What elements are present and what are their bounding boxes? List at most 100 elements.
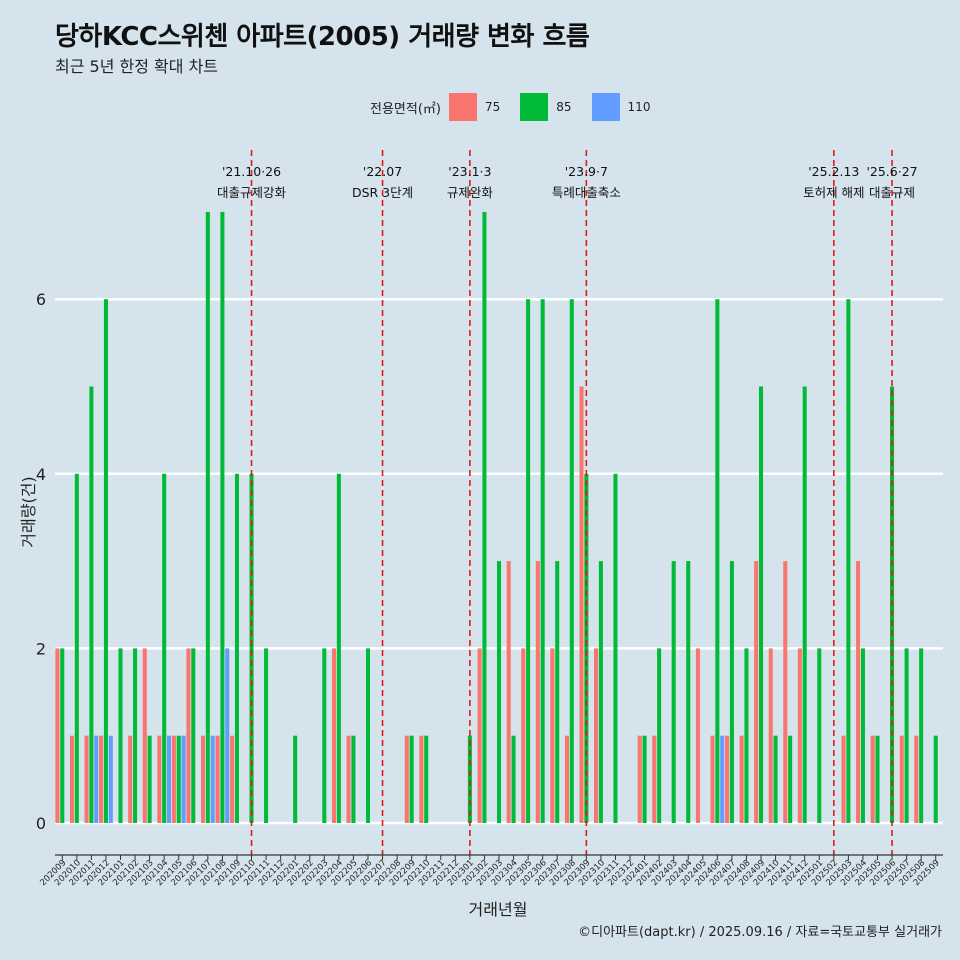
legend-item-110: 110 <box>591 93 651 121</box>
bar-202504-75 <box>856 561 861 823</box>
bar-202105-75 <box>171 735 176 823</box>
bar-202109-85 <box>234 473 239 823</box>
y-tick-label-0: 0 <box>36 814 46 833</box>
bars <box>55 211 938 823</box>
bar-202210-75 <box>419 735 424 823</box>
bar-202104-85 <box>162 473 167 823</box>
bar-202306-85 <box>540 299 545 823</box>
bar-202009-75 <box>55 648 60 823</box>
y-tick-label-2: 2 <box>36 639 46 658</box>
event-label-3: 특례대출축소 <box>552 185 621 200</box>
event-label-2: 규제완화 <box>447 185 494 200</box>
bar-202107-75 <box>200 735 206 823</box>
bar-202105-110 <box>181 735 186 823</box>
bar-202504-85 <box>860 648 865 823</box>
bar-202501-85 <box>817 648 822 823</box>
bar-202407-75 <box>725 735 730 823</box>
bar-202505-85 <box>875 735 880 823</box>
bar-202509-85 <box>933 735 938 823</box>
bar-202302-75 <box>477 648 482 823</box>
bar-202307-85 <box>555 561 560 823</box>
event-date-0: '21.10·26 <box>222 164 281 179</box>
bar-202111-85 <box>264 648 269 823</box>
bar-202403-85 <box>671 561 676 823</box>
legend-title: 전용면적(㎡) <box>370 101 441 117</box>
legend-swatch-75 <box>448 93 477 121</box>
event-lines: '21.10·26 대출규제강화 '22.07 DSR 3단계 '23.1·3 규제완화 '… <box>217 150 918 855</box>
bar-202104-110 <box>167 735 172 823</box>
bar-202103-85 <box>147 735 152 823</box>
bar-202406-75 <box>710 735 715 823</box>
bar-202210-85 <box>424 735 429 823</box>
y-axis-label: 거래량(건) <box>19 476 38 547</box>
bar-202412-75 <box>797 648 802 823</box>
bar-202402-85 <box>657 648 662 823</box>
legend: 전용면적(㎡) 75 85 110 <box>370 93 656 121</box>
bar-202209-85 <box>409 735 414 823</box>
event-label-5: 대출규제 <box>869 185 915 200</box>
bar-202009-85 <box>60 648 65 823</box>
bar-202108-85 <box>220 211 225 823</box>
bar-202410-75 <box>768 648 773 823</box>
bar-202104-75 <box>157 735 162 823</box>
bar-202309-85 <box>584 473 589 823</box>
bar-202206-85 <box>365 648 371 823</box>
bar-202205-75 <box>346 735 351 823</box>
bar-202307-75 <box>550 648 555 823</box>
bar-202010-85 <box>74 473 79 823</box>
bar-202107-85 <box>205 211 210 823</box>
y-tick-label-4: 4 <box>36 465 46 484</box>
x-axis-label: 거래년월 <box>469 900 528 919</box>
bar-202308-75 <box>564 735 569 823</box>
bar-202110-85 <box>249 473 254 823</box>
bar-202409-85 <box>759 386 764 823</box>
chart-title: 당하KCC스위첸 아파트(2005) 거래량 변화 흐름 <box>55 22 590 52</box>
bar-202101-85 <box>118 648 123 823</box>
event-label-0: 대출규제강화 <box>217 185 287 200</box>
bar-202302-85 <box>482 211 487 823</box>
bar-202305-75 <box>521 648 526 823</box>
bar-202010-75 <box>69 735 75 823</box>
event-label-1: DSR 3단계 <box>352 185 413 200</box>
bar-202311-85 <box>613 473 618 823</box>
bar-202310-75 <box>594 648 599 823</box>
bar-202310-85 <box>598 561 603 823</box>
bar-202204-75 <box>331 648 337 823</box>
y-axis-ticks: 0 2 4 6 <box>36 290 46 833</box>
bar-202306-75 <box>535 561 540 823</box>
event-date-4: '25.2.13 <box>808 164 859 179</box>
bar-202402-75 <box>652 735 657 823</box>
legend-label-110: 110 <box>627 100 651 114</box>
bar-202303-85 <box>496 561 502 823</box>
bar-202108-110 <box>225 648 230 823</box>
bar-202109-75 <box>230 735 235 823</box>
bar-202505-75 <box>870 735 875 823</box>
bar-202401-85 <box>642 735 647 823</box>
bar-202102-75 <box>128 735 133 823</box>
bar-202405-75 <box>695 648 700 823</box>
bar-202503-85 <box>846 299 851 823</box>
bar-202011-75 <box>84 735 89 823</box>
bar-202412-85 <box>802 386 807 823</box>
bar-202404-85 <box>686 561 691 823</box>
bar-202401-75 <box>637 735 642 823</box>
bar-202411-85 <box>788 735 793 823</box>
bar-202103-75 <box>142 648 147 823</box>
bar-202508-75 <box>914 735 919 823</box>
bar-202507-75 <box>899 735 904 823</box>
event-date-1: '22.07 <box>363 164 402 179</box>
bar-202107-110 <box>210 735 215 823</box>
bar-202304-75 <box>506 561 511 823</box>
bar-202203-85 <box>322 648 327 823</box>
bar-202301-85 <box>467 735 472 823</box>
bar-202411-75 <box>783 561 788 823</box>
legend-label-75: 75 <box>484 100 501 114</box>
bar-202105-85 <box>176 735 181 823</box>
bar-202205-85 <box>351 735 356 823</box>
bar-202201-85 <box>293 735 298 823</box>
bar-202507-85 <box>904 648 909 823</box>
bar-202102-85 <box>133 648 138 823</box>
bar-202011-110 <box>94 735 99 823</box>
